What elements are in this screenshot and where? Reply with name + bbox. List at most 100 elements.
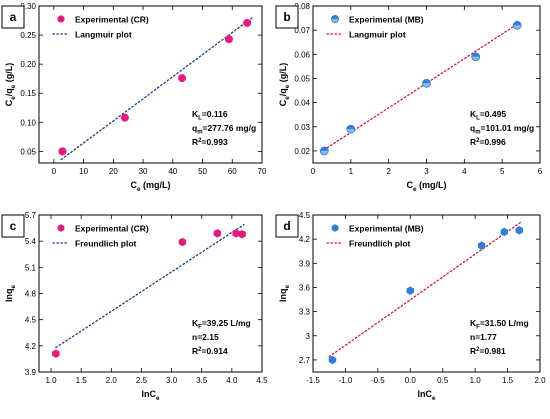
data-point-shade — [471, 56, 480, 61]
data-point — [512, 20, 522, 30]
data-point-shade — [320, 150, 329, 155]
panel-letter-box — [1, 214, 25, 238]
panel-c: 1.0 1.5 2.0 2.5 3.0 3.5 4.0 4.5 3.9 4.2 4.5 4.8 5.1 5… — [1, 211, 268, 402]
data-point — [213, 229, 222, 238]
data-point — [422, 78, 431, 88]
legend-label: Freundlich plot — [349, 239, 411, 249]
y-axis-label: Ce​/qe​ (g/L) — [278, 63, 291, 107]
x-tick-label: 2.0 — [534, 376, 546, 385]
data-point — [238, 229, 246, 239]
data-point-shade — [346, 129, 355, 134]
panel-letter-box — [275, 5, 299, 29]
data-point — [406, 286, 414, 295]
y-tick-label: 3.3 — [299, 308, 311, 317]
plot-frame — [312, 214, 541, 373]
x-tick-label: 30 — [139, 167, 148, 176]
annotation: R2=0.914 — [192, 346, 228, 356]
x-tick-label: 1.5 — [502, 376, 514, 385]
fit-line — [55, 223, 245, 349]
plot-frame — [38, 214, 263, 373]
annotation: qm=101.01 mg/g — [470, 123, 534, 136]
x-tick-label: 1.0 — [470, 376, 482, 385]
y-tick-label: 4.5 — [25, 316, 37, 325]
x-tick-label: 2.0 — [106, 376, 118, 385]
panel-d: -1.5 -1.0 -0.5 0.0 0.5 1.0 1.5 2.0 2.7 3 3.3 3.6 3.9… — [275, 211, 546, 402]
data-point — [57, 15, 65, 23]
data-point-shade — [513, 25, 522, 30]
annotation: R2=0.996 — [470, 137, 506, 147]
x-tick-label: 4.5 — [256, 376, 268, 385]
data-point — [471, 52, 481, 62]
data-point-shade — [331, 19, 339, 23]
x-tick-label: 60 — [228, 167, 237, 176]
y-tick-label: 0.08 — [294, 2, 310, 11]
panel-letter-box — [1, 5, 25, 29]
x-tick-label: 5 — [500, 167, 505, 176]
data-point — [319, 146, 329, 156]
data-point — [120, 113, 129, 122]
y-tick-label: 4.2 — [25, 342, 37, 351]
x-axis-label: lnCe​ — [417, 389, 436, 402]
y-tick-label: 3.6 — [299, 283, 311, 292]
data-point — [178, 74, 187, 83]
x-tick-label: 2 — [386, 167, 391, 176]
data-point-fill — [422, 79, 431, 84]
panel-letter: a — [10, 10, 17, 24]
data-point-fill — [331, 15, 339, 19]
x-tick-label: 40 — [168, 167, 177, 176]
x-tick-label: -1.0 — [339, 376, 353, 385]
y-tick-label: 0.04 — [294, 99, 310, 108]
annotation: KL=0.116 — [192, 109, 228, 122]
y-tick-label: 0.05 — [294, 74, 310, 83]
data-point-shade — [422, 83, 431, 88]
data-point — [515, 226, 523, 235]
y-tick-label: 0.06 — [294, 50, 310, 59]
plot-frame — [38, 5, 263, 164]
data-point — [52, 349, 60, 358]
y-tick-label: 0.25 — [20, 31, 36, 40]
y-tick-label: 0.02 — [294, 147, 310, 156]
annotation: qm=277.76 mg/g — [192, 123, 256, 136]
panel-letter: c — [10, 219, 17, 233]
panel-letter: d — [283, 219, 290, 233]
x-tick-label: 0.0 — [405, 376, 417, 385]
x-tick-label: 0.5 — [437, 376, 449, 385]
x-tick-label: 1.0 — [45, 376, 57, 385]
y-tick-label: 5.7 — [25, 211, 37, 220]
x-tick-label: 2.5 — [136, 376, 148, 385]
x-tick-label: 1 — [349, 167, 354, 176]
y-tick-label: 0.03 — [294, 123, 310, 132]
x-tick-label: -1.5 — [306, 376, 320, 385]
y-tick-label: 5.1 — [25, 263, 37, 272]
x-tick-label: 20 — [109, 167, 118, 176]
data-point — [330, 14, 339, 23]
y-tick-label: 0.10 — [20, 118, 36, 127]
y-tick-label: 4.8 — [25, 290, 37, 299]
annotation: R2=0.993 — [192, 137, 228, 147]
data-point — [346, 124, 356, 134]
panel-letter: b — [283, 10, 290, 24]
y-tick-label: 0.30 — [20, 2, 36, 11]
legend-label: Freundlich plot — [75, 239, 137, 249]
x-tick-label: -0.5 — [371, 376, 385, 385]
panel-a: 0 10 20 30 40 50 60 70 0.05 0.10 0.15 0.20 0.25 0.30 C… — [1, 2, 267, 193]
y-tick-label: 5.4 — [25, 237, 37, 246]
data-point-fill — [471, 52, 480, 57]
data-point-fill — [320, 146, 329, 151]
x-tick-label: 4 — [462, 167, 467, 176]
data-point — [328, 355, 337, 365]
data-point — [331, 224, 339, 232]
x-tick-label: 3 — [424, 167, 429, 176]
x-axis-label: lnCe​ — [141, 389, 160, 402]
legend-label: Langmuir plot — [349, 30, 406, 40]
y-axis-label: lnqe​ — [278, 285, 291, 303]
legend-label: Langmuir plot — [75, 30, 132, 40]
data-point — [477, 241, 486, 250]
x-tick-label: 70 — [258, 167, 267, 176]
y-tick-label: 0.05 — [20, 147, 36, 156]
y-axis-label: Ce​/qe​ (g/L) — [4, 63, 17, 107]
data-point-fill — [346, 125, 355, 130]
x-tick-label: 3.0 — [166, 376, 178, 385]
legend-label: Experimental (CR) — [75, 224, 149, 234]
x-tick-label: 4.0 — [226, 376, 238, 385]
